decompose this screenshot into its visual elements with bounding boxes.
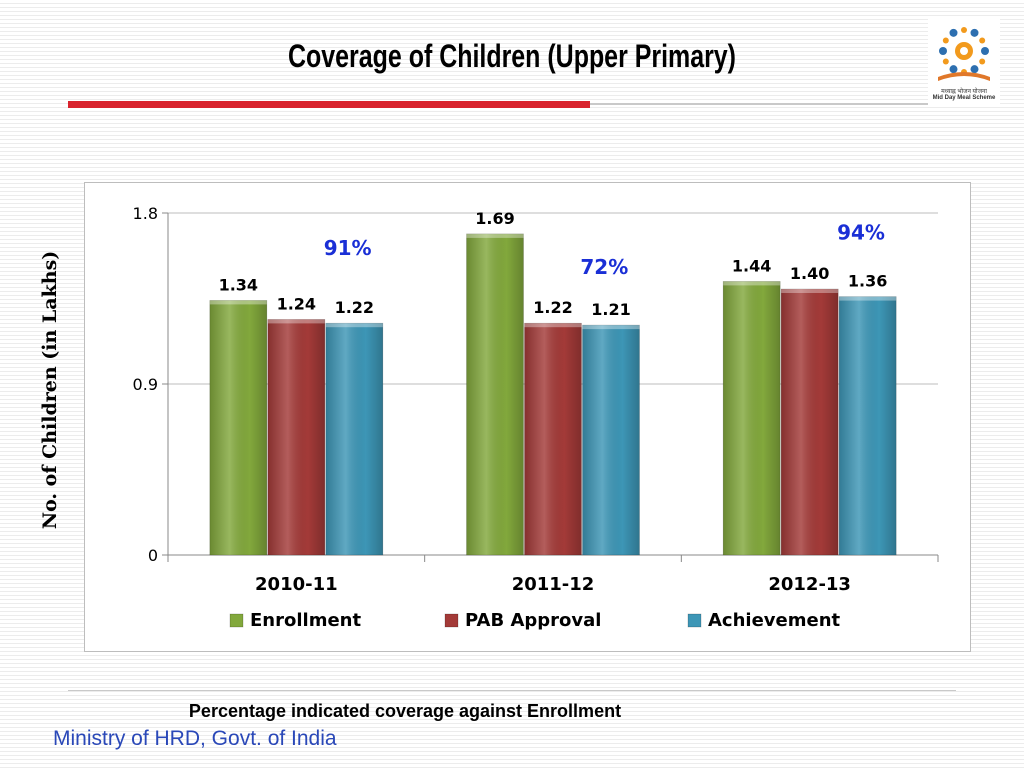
title-underline-red bbox=[68, 101, 590, 108]
bar-top-highlight bbox=[781, 289, 839, 293]
bar-shading bbox=[325, 323, 383, 555]
footer-organization: Ministry of HRD, Govt. of India bbox=[53, 727, 337, 750]
bar-top-highlight bbox=[466, 233, 524, 238]
coverage-annotation: 91% bbox=[324, 236, 372, 260]
data-label: 1.22 bbox=[533, 298, 572, 317]
logo-emblem-icon bbox=[938, 27, 990, 81]
y-tick-label: 0 bbox=[148, 546, 158, 565]
bar-shading bbox=[209, 300, 267, 555]
bar-top-highlight bbox=[582, 325, 640, 330]
bar-top-highlight bbox=[524, 323, 582, 328]
footer-divider bbox=[68, 690, 956, 691]
bar-top-highlight bbox=[839, 296, 897, 301]
bar-shading bbox=[839, 296, 897, 555]
legend-label: PAB Approval bbox=[465, 610, 601, 631]
coverage-annotation: 94% bbox=[837, 221, 885, 245]
mid-day-meal-logo: मध्याह्न भोजन योजना Mid Day Meal Scheme bbox=[928, 17, 1000, 105]
bar-shading bbox=[524, 323, 582, 555]
bar-shading bbox=[267, 319, 325, 555]
title-underline-grey bbox=[590, 103, 930, 105]
logo-caption-hindi: मध्याह्न भोजन योजना bbox=[941, 89, 987, 95]
slide-title: Coverage of Children (Upper Primary) bbox=[288, 38, 736, 74]
legend-swatch-achievement bbox=[687, 613, 702, 628]
coverage-annotation: 72% bbox=[580, 255, 628, 279]
data-label: 1.21 bbox=[591, 300, 630, 319]
data-label: 1.40 bbox=[790, 264, 829, 283]
chart-frame: 0 0.9 1.8 1.34 1.24 1.22 2010-11 91% 1.69 1.22 1.2… bbox=[84, 182, 971, 652]
data-label: 1.44 bbox=[732, 256, 771, 275]
data-label: 1.36 bbox=[848, 272, 887, 291]
legend-swatch-pab-approval bbox=[444, 613, 459, 628]
bar-top-highlight bbox=[723, 281, 781, 286]
data-label: 1.69 bbox=[475, 209, 514, 228]
data-label: 1.22 bbox=[335, 298, 374, 317]
bar-chart: 0 0.9 1.8 1.34 1.24 1.22 2010-11 91% 1.69 1.22 1.2… bbox=[133, 204, 939, 631]
bar-top-highlight bbox=[209, 300, 267, 305]
x-category-label: 2012-13 bbox=[768, 574, 851, 595]
legend-swatch-enrollment bbox=[229, 613, 244, 628]
x-category-label: 2011-12 bbox=[512, 574, 595, 595]
legend-label: Achievement bbox=[708, 610, 841, 631]
y-tick-label: 0.9 bbox=[133, 375, 158, 394]
y-tick-label: 1.8 bbox=[133, 204, 158, 223]
logo-caption-english: Mid Day Meal Scheme bbox=[932, 95, 996, 101]
legend-label: Enrollment bbox=[250, 610, 361, 631]
y-axis-title: No. of Children (in Lakhs) bbox=[39, 250, 61, 530]
bar-top-highlight bbox=[325, 323, 383, 328]
chart-footnote: Percentage indicated coverage against En… bbox=[188, 701, 622, 721]
data-label: 1.34 bbox=[219, 275, 258, 294]
bar-top-highlight bbox=[267, 319, 325, 324]
x-category-label: 2010-11 bbox=[255, 574, 338, 595]
bar-shading bbox=[582, 325, 640, 555]
bar-shading bbox=[781, 289, 839, 555]
bar-shading bbox=[466, 233, 524, 555]
bar-shading bbox=[723, 281, 781, 555]
data-label: 1.24 bbox=[277, 294, 316, 313]
